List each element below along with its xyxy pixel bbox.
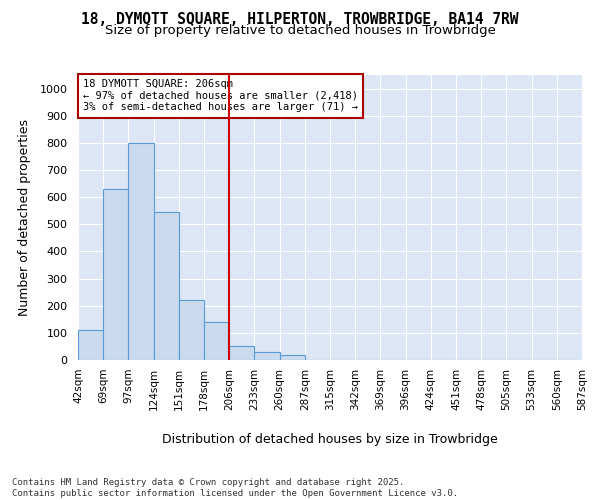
Bar (128, 143, 154, 360)
Bar (229, 346, 254, 360)
Text: 18, DYMOTT SQUARE, HILPERTON, TROWBRIDGE, BA14 7RW: 18, DYMOTT SQUARE, HILPERTON, TROWBRIDGE… (81, 12, 519, 28)
Y-axis label: Number of detached properties: Number of detached properties (18, 119, 31, 316)
Bar (103, 189, 128, 360)
Bar (78, 330, 103, 360)
Text: Contains HM Land Registry data © Crown copyright and database right 2025.
Contai: Contains HM Land Registry data © Crown c… (12, 478, 458, 498)
Bar (179, 300, 204, 360)
Text: 18 DYMOTT SQUARE: 206sqm
← 97% of detached houses are smaller (2,418)
3% of semi: 18 DYMOTT SQUARE: 206sqm ← 97% of detach… (83, 80, 358, 112)
Bar (280, 354, 305, 360)
Bar (254, 352, 280, 360)
Text: Distribution of detached houses by size in Trowbridge: Distribution of detached houses by size … (162, 432, 498, 446)
Bar (154, 212, 179, 360)
Text: Size of property relative to detached houses in Trowbridge: Size of property relative to detached ho… (104, 24, 496, 37)
Bar (204, 322, 229, 360)
